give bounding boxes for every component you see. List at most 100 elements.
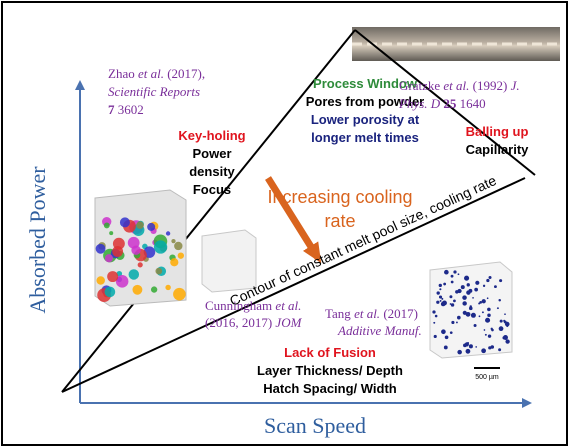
pore: [171, 239, 175, 243]
pore: [472, 297, 474, 299]
pore: [463, 343, 467, 347]
pore: [173, 288, 186, 301]
pore: [485, 318, 490, 323]
pore: [479, 301, 482, 304]
pore: [445, 335, 449, 339]
pore: [96, 244, 106, 254]
pore: [505, 339, 509, 343]
cooling-label: Increasing cooling: [267, 187, 412, 207]
pore: [155, 268, 162, 275]
pore: [456, 322, 458, 324]
pore: [439, 284, 442, 287]
pore: [442, 301, 447, 306]
pore: [458, 273, 460, 275]
pore: [147, 223, 155, 231]
pore: [444, 270, 449, 275]
tang-ref: Tang et al. (2017): [325, 306, 418, 321]
pore: [439, 288, 441, 290]
pore: [467, 283, 470, 286]
balling-line: Capillarity: [466, 142, 530, 157]
pore: [479, 315, 481, 317]
pore: [154, 240, 167, 253]
pore: [487, 297, 489, 299]
cunningham-journal: (2016, 2017) JOM: [205, 315, 303, 330]
pore: [469, 307, 473, 311]
scale-label: 500 µm: [475, 374, 499, 381]
pore: [457, 316, 461, 320]
pore: [461, 285, 465, 289]
lof-title: Lack of Fusion: [284, 345, 376, 360]
pore: [482, 299, 486, 303]
pore: [434, 335, 437, 338]
pore: [466, 312, 471, 317]
pore: [453, 300, 456, 303]
pore: [104, 223, 110, 229]
pore: [494, 285, 497, 288]
pore: [466, 290, 470, 294]
pore: [437, 291, 440, 294]
pore: [441, 298, 443, 300]
pore: [441, 329, 446, 334]
lof-line: Hatch Spacing/ Width: [263, 381, 397, 396]
pore: [469, 344, 473, 348]
pore: [474, 288, 478, 292]
tang-journal: Additive Manuf.: [337, 323, 422, 338]
zhao-volume: 7 3602: [108, 102, 144, 117]
pore: [451, 275, 454, 278]
pore: [170, 258, 178, 266]
pore: [481, 348, 486, 353]
keyholing-line: Power: [192, 146, 231, 161]
pore: [489, 276, 492, 279]
keyhole-render: [95, 190, 186, 306]
pore: [453, 270, 456, 273]
pore: [466, 349, 471, 354]
pore: [462, 301, 466, 305]
cunningham-render: [202, 230, 256, 292]
pore: [483, 285, 485, 287]
tang-render: [430, 262, 512, 358]
y-axis-label: Absorbed Power: [25, 166, 50, 314]
keyholing-title: Key-holing: [178, 128, 245, 143]
pore: [450, 303, 452, 305]
pore: [105, 254, 113, 262]
pore: [439, 295, 442, 298]
zhao-ref: Zhao et al. (2017),: [108, 66, 205, 81]
pore: [471, 313, 476, 318]
pore: [506, 325, 508, 327]
pore: [504, 313, 506, 315]
pore: [486, 279, 489, 282]
pore: [464, 276, 469, 281]
cooling-label: rate: [324, 211, 355, 231]
pore: [503, 335, 508, 340]
pore: [151, 286, 157, 292]
pore: [107, 271, 118, 282]
pore: [120, 217, 130, 227]
pore: [499, 279, 502, 282]
pore: [488, 334, 491, 337]
pore: [113, 238, 125, 250]
pore: [488, 346, 491, 349]
lof-line: Layer Thickness/ Depth: [257, 363, 403, 378]
pore: [165, 285, 170, 290]
pore: [450, 331, 453, 334]
pore: [467, 342, 469, 344]
pore: [451, 281, 454, 284]
keyholing-line: density: [189, 164, 235, 179]
pore: [136, 221, 144, 229]
pore: [435, 315, 438, 318]
pore: [497, 307, 499, 309]
pore: [487, 313, 490, 316]
pore: [462, 295, 467, 300]
pore: [105, 287, 116, 298]
figure: Absorbed Power Scan Speed 500 µm Zhao et…: [0, 0, 570, 448]
process-window-line: longer melt times: [311, 130, 419, 145]
pore: [457, 350, 462, 355]
pore: [482, 311, 484, 313]
cunningham-ref: Cunningham et al.: [205, 298, 301, 313]
pore: [174, 242, 182, 250]
pore: [449, 295, 452, 298]
pore: [109, 231, 113, 235]
pore: [178, 252, 184, 258]
zhao-journal: Scientific Reports: [108, 84, 200, 99]
pore: [474, 324, 477, 327]
